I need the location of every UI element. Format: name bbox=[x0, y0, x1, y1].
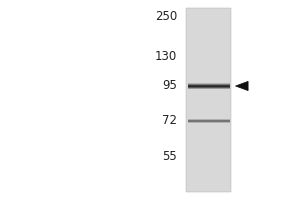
Polygon shape bbox=[236, 81, 248, 91]
Text: 72: 72 bbox=[162, 114, 177, 127]
Text: 130: 130 bbox=[155, 49, 177, 62]
Bar bbox=[188, 119, 230, 120]
Bar bbox=[186, 8, 231, 192]
Text: 55: 55 bbox=[162, 150, 177, 162]
Bar bbox=[188, 85, 230, 86]
Bar bbox=[188, 120, 230, 121]
Bar bbox=[188, 86, 230, 87]
Bar bbox=[188, 121, 230, 122]
Bar bbox=[188, 122, 230, 123]
Bar bbox=[188, 83, 230, 84]
Bar bbox=[188, 87, 230, 88]
Text: 250: 250 bbox=[155, 9, 177, 22]
Text: 95: 95 bbox=[162, 79, 177, 92]
Bar bbox=[188, 84, 230, 85]
Bar bbox=[188, 88, 230, 89]
